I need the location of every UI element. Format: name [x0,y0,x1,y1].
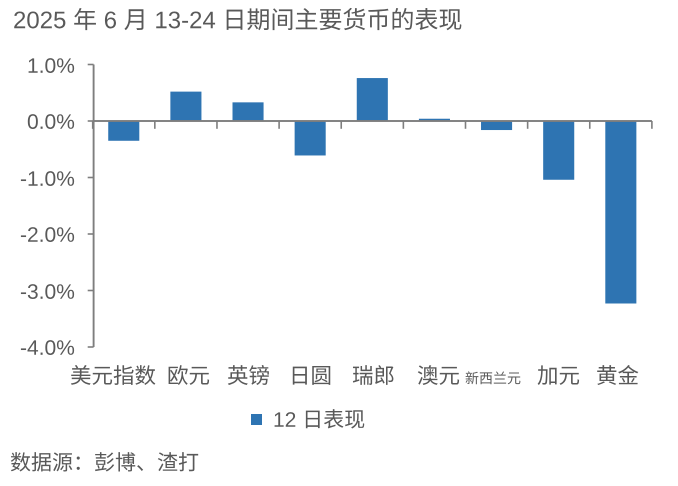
x-axis-label-gbp: 英镑 [227,364,270,397]
category-tick [588,121,591,129]
category-tick [651,121,653,129]
y-axis-tick [87,63,94,66]
bar-jpy [294,121,326,156]
y-axis-tick [87,233,94,235]
y-axis-label-text: 1.0% [27,56,75,79]
legend-label-text: 12 日表现 [273,415,365,438]
category-tick [91,121,94,129]
category-tick [526,121,529,129]
x-axis-label-nzd: 新西兰元 [465,371,521,392]
bar-nzd [481,121,513,131]
y-axis-label-glyphs [27,114,74,130]
y-axis-label-text: -1.0% [20,169,75,192]
y-axis-tick [87,176,94,179]
y-axis-label: 1.0% [27,56,75,80]
x-axis-label-chf: 瑞郎 [352,364,395,397]
source-note: 数据源：彭博、渣打 [10,451,199,483]
y-axis-label-text: -3.0% [20,282,75,305]
x-axis-label-cad-text: 加元 [537,371,580,395]
x-axis-label-eur: 欧元 [167,364,210,397]
category-tick [464,121,467,129]
x-axis-label-jpy-text: 日圆 [289,371,332,395]
category-tick [154,121,156,129]
x-axis-label-nzd-text: 新西兰元 [465,374,521,390]
y-axis-label: 0.0% [27,112,75,136]
legend-label: 12 日表现 [273,408,365,440]
x-axis-label-usd-index: 美元指数 [70,364,156,397]
y-axis-label-text: 0.0% [27,112,75,135]
x-axis-label-gold-text: 黄金 [596,371,639,395]
x-axis-label-usd-index-text: 美元指数 [70,371,156,395]
y-axis-label: -3.0% [20,282,75,306]
x-axis-label-gbp-text: 英镑 [227,371,270,395]
x-axis-label-chf-text: 瑞郎 [352,371,395,395]
x-axis-label-cad: 加元 [537,365,580,397]
axes [87,63,653,348]
chart-title-text: 2025 年 6 月 13-24 日期间主要货币的表现 [13,16,462,43]
x-axis-label-eur-text: 欧元 [167,371,210,395]
bar-gold [605,121,637,304]
y-axis-label: -2.0% [20,225,75,249]
bar-cad [543,121,575,180]
y-axis-label: -1.0% [20,169,75,193]
category-tick [278,121,280,129]
category-tick [402,121,405,129]
bar-usd-index [108,121,140,141]
x-axis-label-aud-text: 澳元 [417,371,460,395]
y-axis-tick [87,289,94,292]
category-tick [340,121,343,129]
y-axis-line [92,64,95,347]
y-axis-label-glyphs [20,340,74,356]
y-axis-tick [87,346,94,348]
bar-series [108,78,637,304]
chart-title: 2025 年 6 月 13-24 日期间主要货币的表现 [13,8,462,44]
zero-line [92,120,652,122]
source-note-text: 数据源：彭博、渣打 [10,458,199,481]
bar-eur [170,91,202,121]
category-tick [216,121,218,129]
y-axis-label-glyphs [20,227,74,243]
y-axis-label-glyphs [20,171,74,186]
legend-swatch [251,413,263,425]
y-axis-tick [87,120,94,122]
bar-gbp [232,102,264,121]
bar-aud [418,118,450,121]
x-axis-label-jpy: 日圆 [289,365,332,397]
y-axis-label-glyphs [28,58,74,73]
bar-chf [356,78,388,121]
y-axis-label-text: -2.0% [20,225,75,248]
y-axis-label-text: -4.0% [20,338,75,361]
x-axis-label-aud: 澳元 [417,364,460,397]
x-axis-label-gold: 黄金 [596,364,639,397]
y-axis-label: -4.0% [20,338,75,362]
